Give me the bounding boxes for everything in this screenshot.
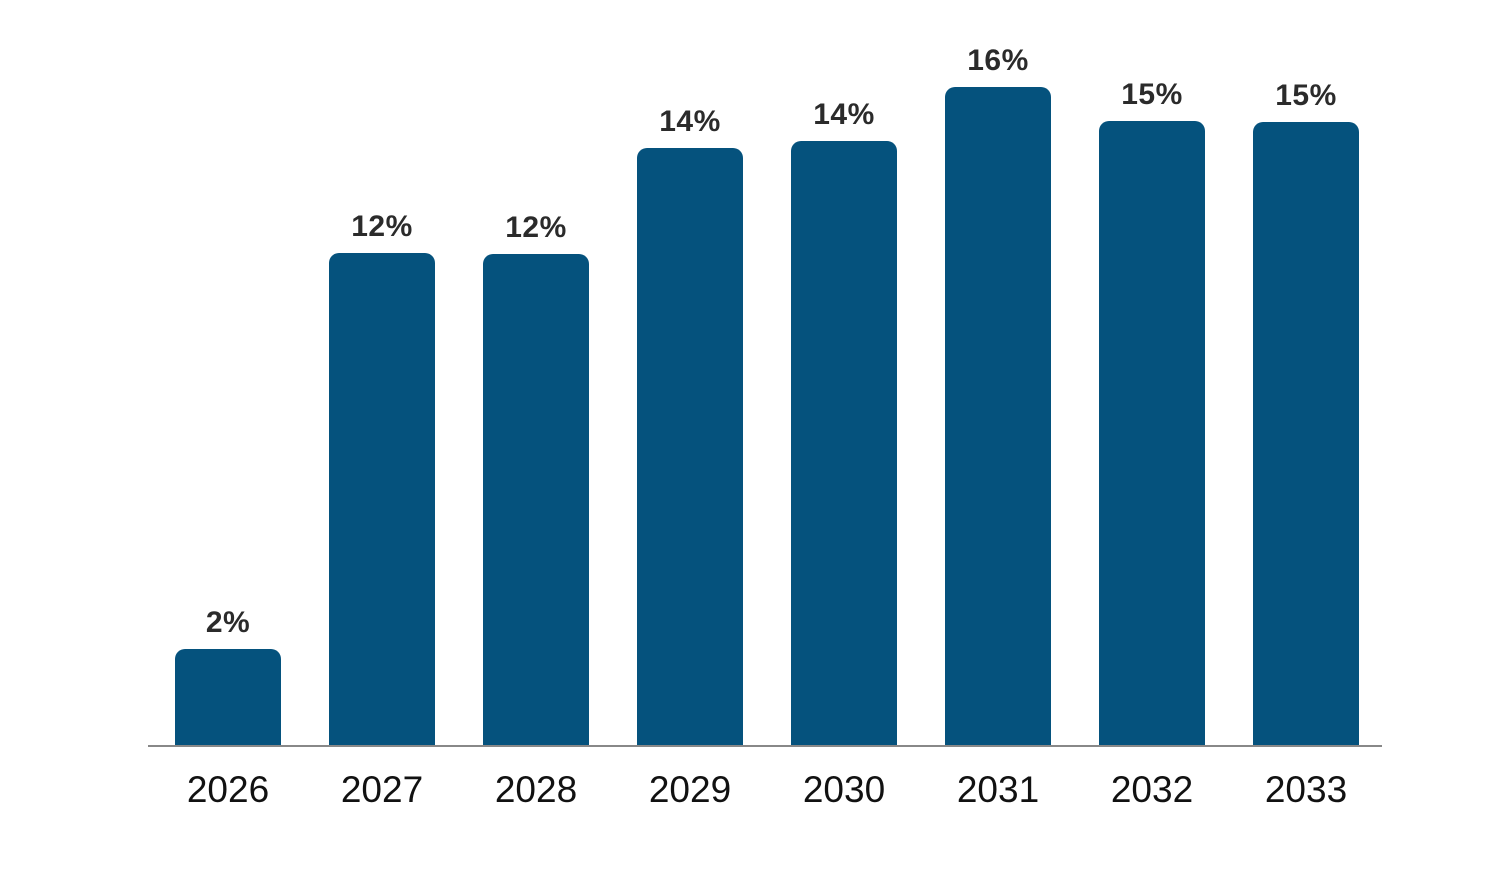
bar-2029: [637, 148, 743, 745]
bar-group-2030: 14%: [791, 98, 897, 745]
x-tick-label: 2031: [956, 769, 1040, 810]
bar-value-label: 14%: [659, 105, 721, 138]
x-tick-label: 2026: [186, 769, 270, 810]
x-axis-line: [148, 745, 1382, 747]
x-tick-label: 2028: [494, 769, 578, 810]
bar-value-label: 14%: [813, 98, 875, 131]
bar-value-label: 12%: [351, 210, 413, 243]
bar-group-2032: 15%: [1099, 78, 1205, 745]
x-axis-labels: 2026 2027 2028 2029 2030 2031 2032 2033: [175, 769, 1359, 811]
bar-2028: [483, 254, 589, 745]
bars-row: 2% 12% 12% 14% 14% 16% 15% 15%: [175, 44, 1359, 745]
bar-group-2033: 15%: [1253, 79, 1359, 745]
bar-value-label: 2%: [205, 606, 251, 639]
bar-group-2029: 14%: [637, 105, 743, 745]
bar-group-2027: 12%: [329, 210, 435, 745]
plot-area: 2% 12% 12% 14% 14% 16% 15% 15%: [148, 0, 1382, 747]
bar-value-label: 15%: [1121, 78, 1183, 111]
bar-2026: [175, 649, 281, 745]
bar-group-2031: 16%: [945, 44, 1051, 745]
bar-2031: [945, 87, 1051, 745]
x-tick-label: 2027: [340, 769, 424, 810]
bar-2033: [1253, 122, 1359, 745]
x-tick-label: 2033: [1264, 769, 1348, 810]
bar-2027: [329, 253, 435, 745]
bar-2032: [1099, 121, 1205, 745]
x-tick-label: 2029: [648, 769, 732, 810]
x-tick-label: 2032: [1110, 769, 1194, 810]
bar-value-label: 16%: [967, 44, 1029, 77]
bar-value-label: 12%: [505, 211, 567, 244]
x-tick-label: 2030: [802, 769, 886, 810]
bar-2030: [791, 141, 897, 745]
bar-group-2026: 2%: [175, 606, 281, 745]
bar-value-label: 15%: [1275, 79, 1337, 112]
bar-group-2028: 12%: [483, 211, 589, 745]
